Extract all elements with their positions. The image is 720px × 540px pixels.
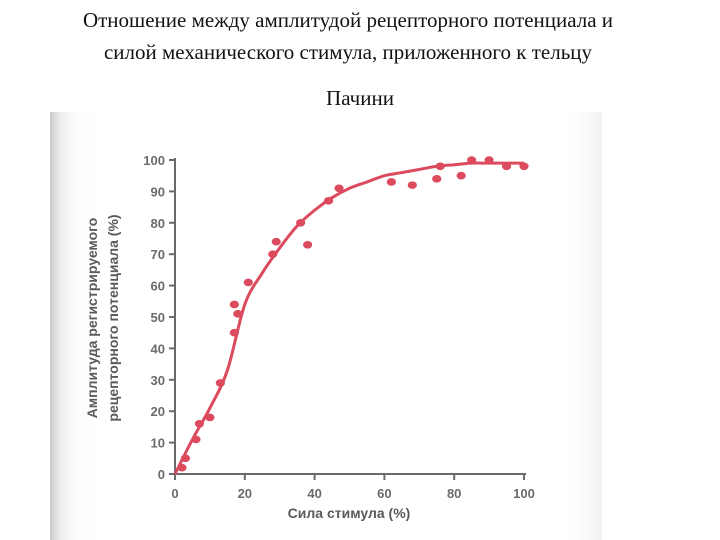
y-tick-label: 10 bbox=[151, 436, 165, 451]
x-tick-label: 80 bbox=[447, 486, 461, 501]
data-point bbox=[177, 463, 187, 472]
data-points bbox=[177, 156, 529, 472]
data-point bbox=[229, 328, 239, 337]
scanned-figure-background bbox=[50, 112, 602, 540]
y-tick-label: 40 bbox=[151, 341, 165, 356]
data-point bbox=[334, 184, 344, 193]
data-point bbox=[205, 413, 215, 422]
data-point bbox=[467, 156, 477, 164]
slide-title-line-1: Отношение между амплитудой рецепторного … bbox=[82, 8, 614, 32]
data-point bbox=[407, 181, 417, 189]
data-point bbox=[456, 171, 466, 180]
y-tick-label: 90 bbox=[151, 184, 165, 199]
x-tick-label: 60 bbox=[377, 486, 391, 501]
data-point bbox=[501, 162, 512, 171]
x-tick-label: 40 bbox=[307, 486, 321, 501]
y-axis-title-line-1: Амплитуда регистрируемого bbox=[84, 218, 100, 419]
data-point bbox=[303, 240, 313, 249]
y-tick-label: 0 bbox=[158, 467, 165, 482]
axis-labels: Сила стимула (%) Амплитуда регистрируемо… bbox=[84, 214, 410, 521]
data-point bbox=[194, 419, 205, 428]
data-point bbox=[435, 162, 445, 171]
y-tick-label: 50 bbox=[151, 310, 165, 325]
data-point bbox=[229, 300, 239, 309]
chart-axes: 0 10 20 30 40 50 60 70 80 90 100 0 20 40 60 80 100 bbox=[143, 153, 535, 501]
data-point bbox=[484, 156, 494, 164]
y-tick-label: 100 bbox=[143, 153, 165, 168]
data-point bbox=[386, 178, 396, 186]
x-tick-label: 20 bbox=[238, 486, 252, 501]
data-point bbox=[233, 310, 243, 318]
data-point bbox=[243, 278, 253, 287]
y-tick-label: 20 bbox=[151, 404, 165, 419]
data-point bbox=[296, 219, 306, 227]
x-tick-label: 100 bbox=[513, 486, 535, 501]
slide-title-line-3: Пачини bbox=[326, 86, 394, 110]
y-tick-label: 30 bbox=[151, 373, 165, 388]
data-point bbox=[432, 175, 442, 183]
data-point bbox=[271, 237, 281, 246]
x-axis-title: Сила стимула (%) bbox=[288, 505, 411, 521]
x-tick-label: 0 bbox=[171, 486, 178, 501]
data-point bbox=[268, 250, 278, 258]
fit-curve bbox=[173, 161, 524, 475]
data-point bbox=[323, 197, 334, 205]
y-tick-label: 80 bbox=[151, 216, 165, 231]
y-tick-label: 60 bbox=[151, 279, 165, 294]
data-point bbox=[215, 379, 225, 387]
data-point bbox=[180, 454, 191, 463]
data-point bbox=[519, 162, 529, 171]
data-point bbox=[191, 435, 201, 444]
y-tick-label: 70 bbox=[151, 247, 165, 262]
y-axis-title-line-2: рецепторного потенциала (%) bbox=[105, 214, 121, 421]
slide-title-line-2: силой механического стимула, приложенног… bbox=[103, 40, 593, 64]
